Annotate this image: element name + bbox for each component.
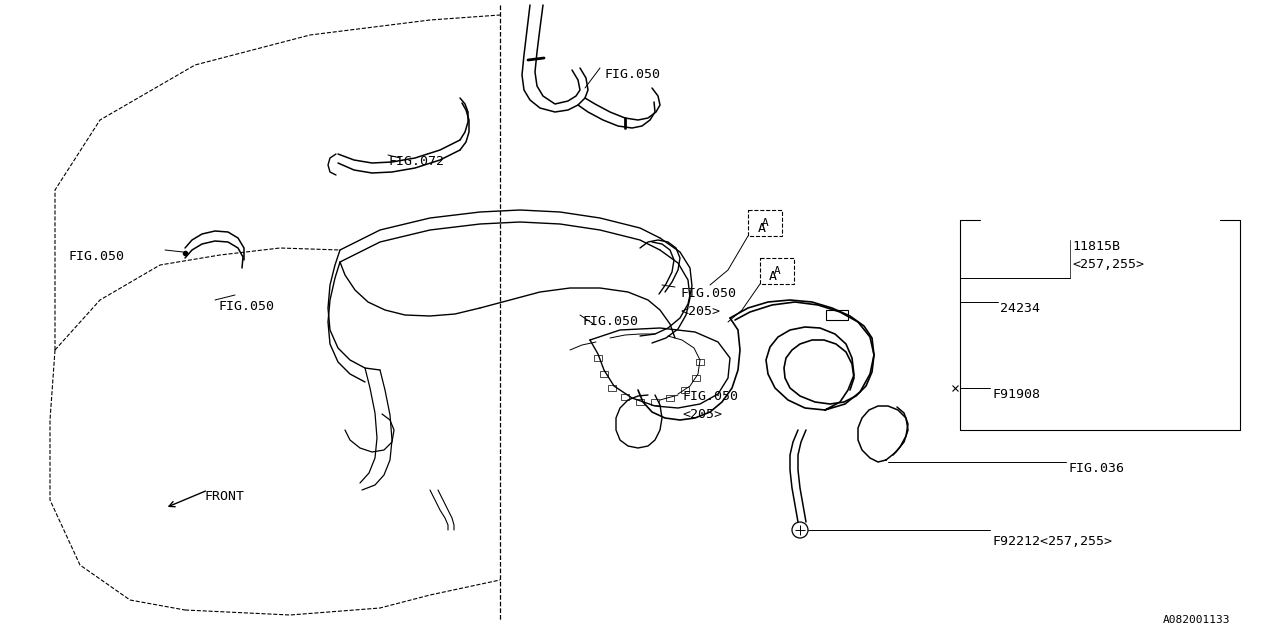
Text: <205>: <205> bbox=[680, 305, 719, 318]
Text: 11815B: 11815B bbox=[1073, 240, 1120, 253]
Bar bbox=[636, 399, 644, 405]
Text: 24234: 24234 bbox=[1000, 302, 1039, 315]
Text: A: A bbox=[758, 222, 765, 235]
Bar bbox=[681, 387, 689, 393]
Text: F91908: F91908 bbox=[992, 388, 1039, 401]
Bar bbox=[692, 375, 700, 381]
Text: A: A bbox=[769, 270, 777, 283]
Bar bbox=[760, 258, 794, 284]
Text: A: A bbox=[773, 266, 781, 276]
Text: A: A bbox=[762, 218, 768, 228]
Text: <205>: <205> bbox=[682, 408, 722, 421]
Text: FIG.050: FIG.050 bbox=[582, 315, 637, 328]
Bar bbox=[748, 210, 782, 236]
Bar bbox=[652, 399, 659, 405]
Bar bbox=[600, 371, 608, 377]
Text: FIG.050: FIG.050 bbox=[218, 300, 274, 313]
FancyBboxPatch shape bbox=[826, 310, 849, 320]
Text: F92212<257,255>: F92212<257,255> bbox=[993, 535, 1114, 548]
Text: FIG.050: FIG.050 bbox=[682, 390, 739, 403]
Bar bbox=[696, 359, 704, 365]
Bar bbox=[621, 394, 628, 400]
Text: FIG.072: FIG.072 bbox=[388, 155, 444, 168]
Text: FRONT: FRONT bbox=[205, 490, 244, 503]
Text: A082001133: A082001133 bbox=[1162, 615, 1230, 625]
Text: <257,255>: <257,255> bbox=[1073, 258, 1144, 271]
Text: FIG.050: FIG.050 bbox=[680, 287, 736, 300]
Bar bbox=[608, 385, 616, 391]
Bar bbox=[666, 395, 675, 401]
Text: FIG.050: FIG.050 bbox=[605, 68, 660, 81]
Bar bbox=[594, 355, 602, 361]
Text: FIG.050: FIG.050 bbox=[68, 250, 124, 263]
Text: FIG.036: FIG.036 bbox=[1068, 462, 1124, 475]
